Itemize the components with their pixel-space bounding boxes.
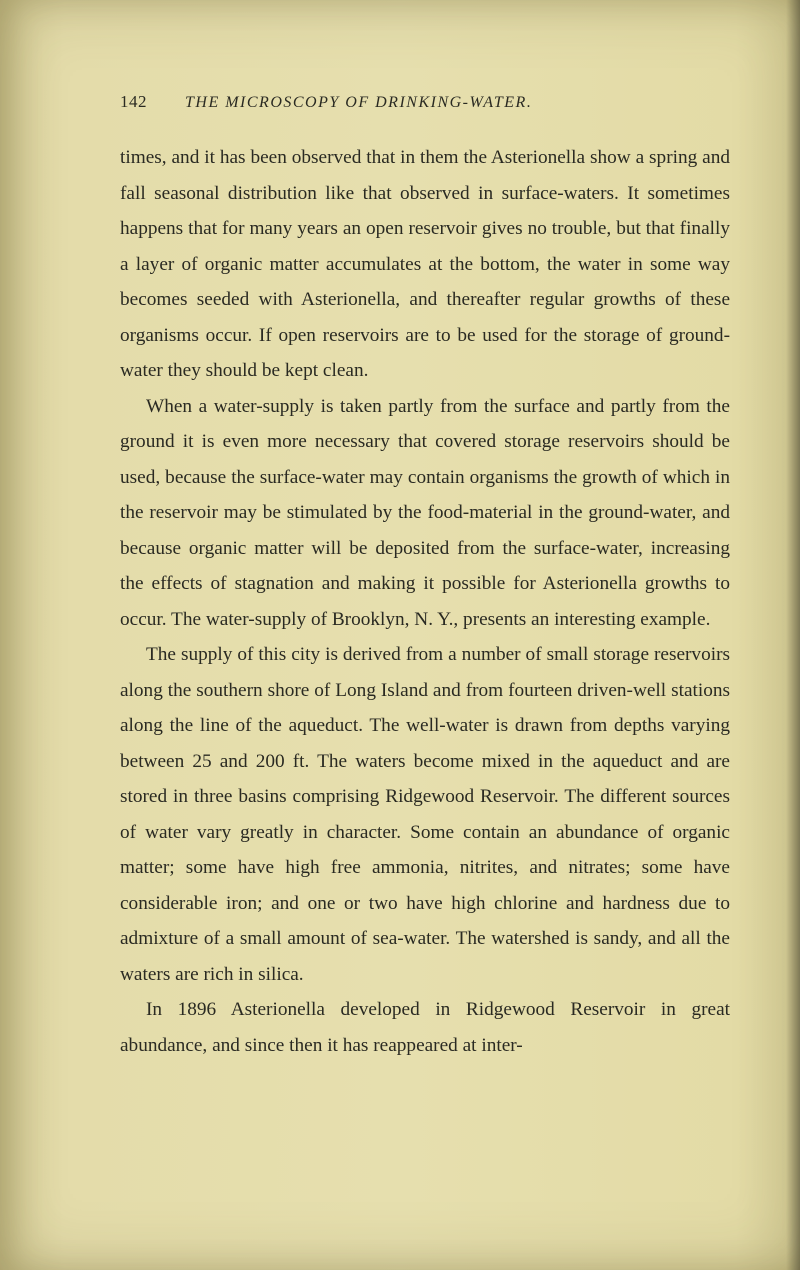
paragraph: When a water-supply is taken partly from…: [120, 389, 730, 638]
page-header: 142 THE MICROSCOPY OF DRINKING-WATER.: [120, 92, 730, 112]
scanned-page: 142 THE MICROSCOPY OF DRINKING-WATER. ti…: [0, 0, 800, 1270]
paragraph: The supply of this city is derived from …: [120, 637, 730, 992]
paragraph: In 1896 Asterionella developed in Ridgew…: [120, 992, 730, 1063]
paragraph: times, and it has been observed that in …: [120, 140, 730, 389]
body-text: times, and it has been observed that in …: [120, 140, 730, 1063]
running-title: THE MICROSCOPY OF DRINKING-WATER.: [185, 94, 532, 112]
page-number: 142: [120, 92, 147, 112]
